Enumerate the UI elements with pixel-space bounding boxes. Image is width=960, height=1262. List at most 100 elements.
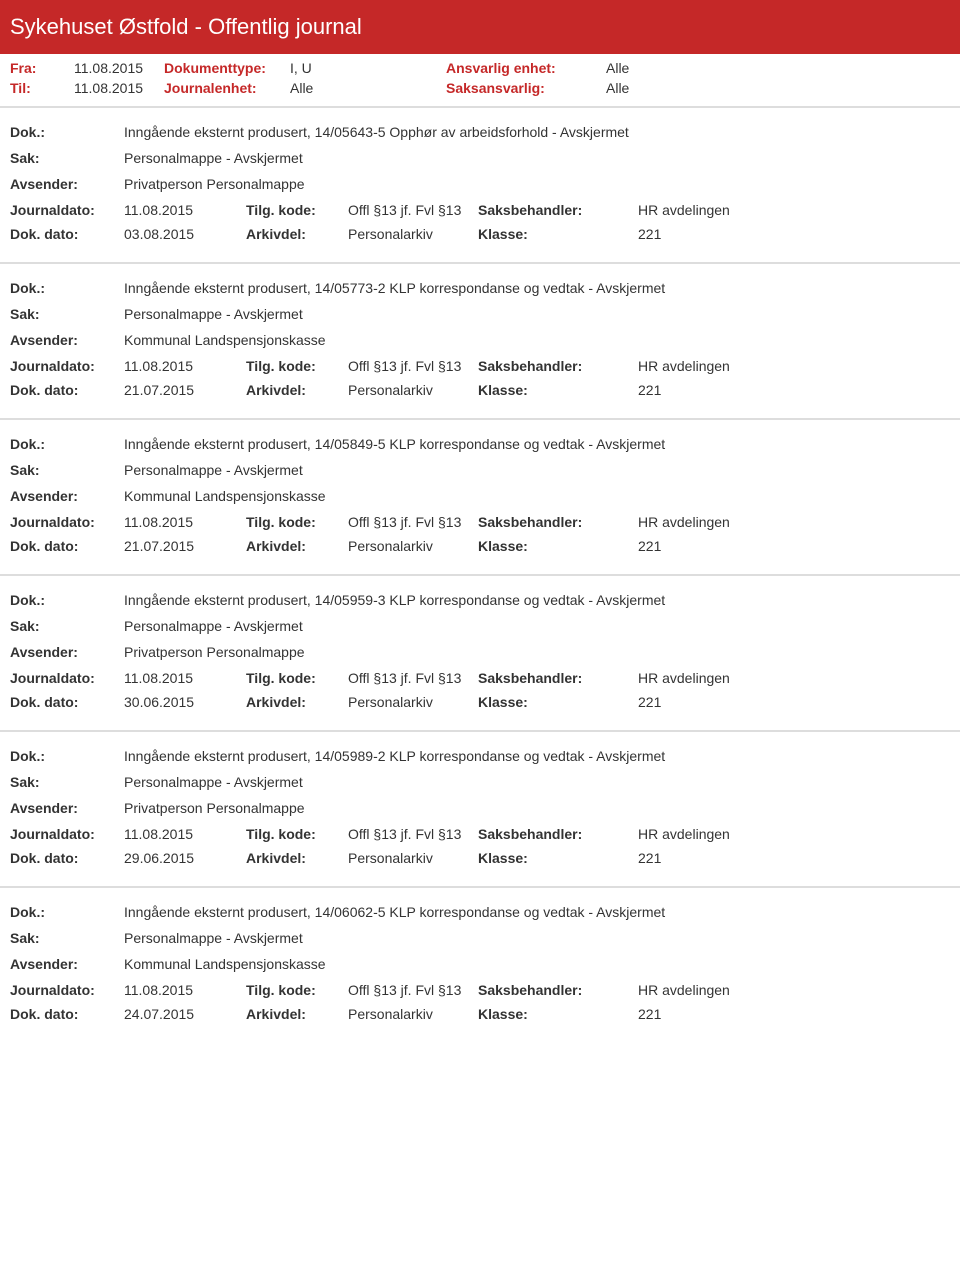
dokdato-value: 03.08.2015 (124, 226, 246, 242)
avsender-value: Privatperson Personalmappe (124, 644, 950, 660)
dokdato-label: Dok. dato: (10, 1006, 124, 1022)
saksbehandler-label: Saksbehandler: (478, 514, 638, 530)
saksbehandler-value: HR avdelingen (638, 982, 950, 998)
tilgkode-value: Offl §13 jf. Fvl §13 (348, 202, 478, 218)
dok-value: Inngående eksternt produsert, 14/05773-2… (124, 280, 950, 296)
journaldato-label: Journaldato: (10, 358, 124, 374)
ansvarlig-value: Alle (606, 60, 629, 76)
dok-label: Dok.: (10, 280, 124, 296)
dok-label: Dok.: (10, 904, 124, 920)
tilgkode-label: Tilg. kode: (246, 358, 348, 374)
arkivdel-value: Personalarkiv (348, 538, 478, 554)
arkivdel-value: Personalarkiv (348, 850, 478, 866)
journaldato-label: Journaldato: (10, 826, 124, 842)
sak-label: Sak: (10, 618, 124, 634)
entries-container: Dok.:Inngående eksternt produsert, 14/05… (0, 106, 960, 1042)
tilgkode-value: Offl §13 jf. Fvl §13 (348, 670, 478, 686)
sak-value: Personalmappe - Avskjermet (124, 306, 950, 322)
journal-entry: Dok.:Inngående eksternt produsert, 14/05… (0, 106, 960, 262)
tilgkode-label: Tilg. kode: (246, 514, 348, 530)
saksbehandler-label: Saksbehandler: (478, 202, 638, 218)
klasse-value: 221 (638, 382, 950, 398)
dok-label: Dok.: (10, 436, 124, 452)
saksbehandler-value: HR avdelingen (638, 514, 950, 530)
avsender-label: Avsender: (10, 800, 124, 816)
dok-value: Inngående eksternt produsert, 14/05643-5… (124, 124, 950, 140)
saksbehandler-value: HR avdelingen (638, 358, 950, 374)
avsender-label: Avsender: (10, 956, 124, 972)
dokdato-value: 21.07.2015 (124, 382, 246, 398)
arkivdel-value: Personalarkiv (348, 694, 478, 710)
journal-entry: Dok.:Inngående eksternt produsert, 14/06… (0, 886, 960, 1042)
arkivdel-value: Personalarkiv (348, 1006, 478, 1022)
klasse-value: 221 (638, 850, 950, 866)
tilgkode-label: Tilg. kode: (246, 202, 348, 218)
tilgkode-value: Offl §13 jf. Fvl §13 (348, 514, 478, 530)
page-title: Sykehuset Østfold - Offentlig journal (10, 14, 362, 39)
til-value: 11.08.2015 (74, 80, 164, 96)
arkivdel-label: Arkivdel: (246, 1006, 348, 1022)
dok-value: Inngående eksternt produsert, 14/05959-3… (124, 592, 950, 608)
journal-entry: Dok.:Inngående eksternt produsert, 14/05… (0, 262, 960, 418)
tilgkode-value: Offl §13 jf. Fvl §13 (348, 358, 478, 374)
dok-value: Inngående eksternt produsert, 14/05849-5… (124, 436, 950, 452)
dokdato-label: Dok. dato: (10, 694, 124, 710)
dokdato-label: Dok. dato: (10, 226, 124, 242)
dok-value: Inngående eksternt produsert, 14/06062-5… (124, 904, 950, 920)
journaldato-label: Journaldato: (10, 670, 124, 686)
dokdato-label: Dok. dato: (10, 382, 124, 398)
klasse-value: 221 (638, 226, 950, 242)
avsender-value: Kommunal Landspensjonskasse (124, 332, 950, 348)
avsender-value: Kommunal Landspensjonskasse (124, 956, 950, 972)
doktype-value: I, U (290, 60, 446, 76)
sak-value: Personalmappe - Avskjermet (124, 930, 950, 946)
saksbehandler-value: HR avdelingen (638, 826, 950, 842)
page-header: Sykehuset Østfold - Offentlig journal (0, 0, 960, 54)
journalenhet-value: Alle (290, 80, 446, 96)
saksbehandler-label: Saksbehandler: (478, 982, 638, 998)
dokdato-value: 29.06.2015 (124, 850, 246, 866)
arkivdel-label: Arkivdel: (246, 382, 348, 398)
arkivdel-label: Arkivdel: (246, 538, 348, 554)
saksansvarlig-value: Alle (606, 80, 629, 96)
fra-label: Fra: (10, 60, 74, 76)
tilgkode-value: Offl §13 jf. Fvl §13 (348, 826, 478, 842)
dok-value: Inngående eksternt produsert, 14/05989-2… (124, 748, 950, 764)
saksbehandler-value: HR avdelingen (638, 202, 950, 218)
dokdato-value: 21.07.2015 (124, 538, 246, 554)
doktype-label: Dokumenttype: (164, 60, 290, 76)
klasse-label: Klasse: (478, 850, 638, 866)
journaldato-label: Journaldato: (10, 514, 124, 530)
sak-value: Personalmappe - Avskjermet (124, 462, 950, 478)
meta-row-2: Til: 11.08.2015 Journalenhet: Alle Saksa… (0, 76, 960, 106)
journaldato-label: Journaldato: (10, 202, 124, 218)
tilgkode-label: Tilg. kode: (246, 826, 348, 842)
sak-value: Personalmappe - Avskjermet (124, 618, 950, 634)
dok-label: Dok.: (10, 592, 124, 608)
arkivdel-value: Personalarkiv (348, 382, 478, 398)
meta-row-1: Fra: 11.08.2015 Dokumenttype: I, U Ansva… (0, 54, 960, 76)
avsender-value: Kommunal Landspensjonskasse (124, 488, 950, 504)
journaldato-value: 11.08.2015 (124, 982, 246, 998)
journaldato-value: 11.08.2015 (124, 670, 246, 686)
sak-label: Sak: (10, 306, 124, 322)
klasse-value: 221 (638, 538, 950, 554)
klasse-value: 221 (638, 1006, 950, 1022)
tilgkode-label: Tilg. kode: (246, 982, 348, 998)
saksbehandler-label: Saksbehandler: (478, 670, 638, 686)
dokdato-value: 30.06.2015 (124, 694, 246, 710)
journal-entry: Dok.:Inngående eksternt produsert, 14/05… (0, 418, 960, 574)
dokdato-label: Dok. dato: (10, 850, 124, 866)
sak-label: Sak: (10, 774, 124, 790)
journaldato-value: 11.08.2015 (124, 358, 246, 374)
tilgkode-label: Tilg. kode: (246, 670, 348, 686)
avsender-label: Avsender: (10, 332, 124, 348)
sak-value: Personalmappe - Avskjermet (124, 774, 950, 790)
arkivdel-value: Personalarkiv (348, 226, 478, 242)
dokdato-value: 24.07.2015 (124, 1006, 246, 1022)
sak-label: Sak: (10, 150, 124, 166)
journaldato-label: Journaldato: (10, 982, 124, 998)
avsender-value: Privatperson Personalmappe (124, 176, 950, 192)
journaldato-value: 11.08.2015 (124, 514, 246, 530)
arkivdel-label: Arkivdel: (246, 850, 348, 866)
